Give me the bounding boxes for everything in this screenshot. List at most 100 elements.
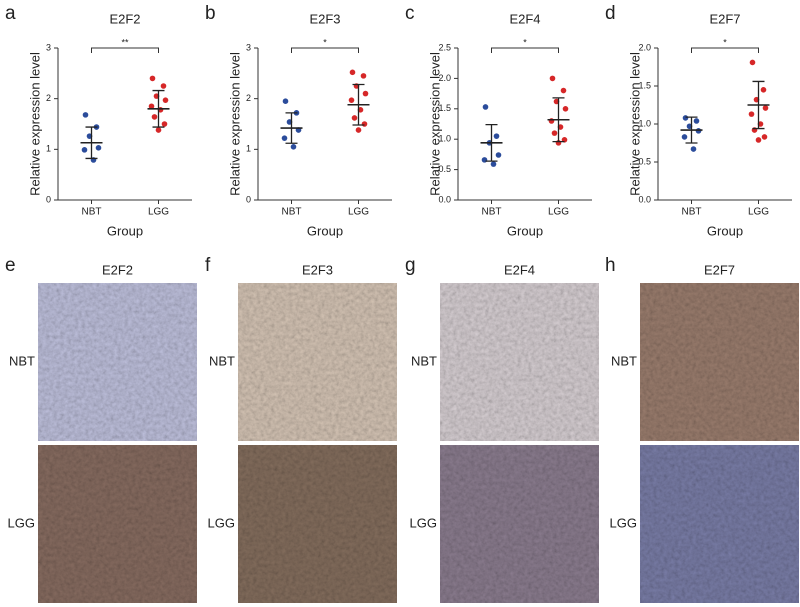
y-tick-label: 1.0 [438,134,451,144]
data-point [155,127,162,133]
data-point [290,144,297,150]
data-point [281,135,288,141]
y-tick-label: 1 [46,144,51,154]
x-axis-label: Group [507,223,543,238]
ihc-texture [440,445,599,603]
data-point [348,97,355,103]
y-axis-label: Relative expression level [427,52,442,196]
panel-letter: a [5,3,16,24]
significance-label: ** [121,37,129,47]
ihc-texture [38,283,197,441]
y-tick-label: 2.0 [638,42,651,52]
y-tick-label: 2 [46,93,51,103]
x-tick-label: NBT [482,207,502,218]
panel-title: E2F3 [302,262,333,277]
data-point [490,161,497,167]
data-point [162,97,169,103]
significance-label: * [523,37,527,47]
row-label: LGG [410,515,437,530]
data-point [282,98,289,104]
row-label: NBT [9,353,35,368]
y-tick-label: 0 [46,194,51,204]
data-point [690,146,697,152]
y-tick-label: 2.0 [438,73,451,83]
row-label: LGG [8,515,35,530]
data-point [549,75,556,82]
data-point [95,145,102,151]
y-tick-label: 0 [246,194,251,204]
y-tick-label: 1.5 [438,103,451,113]
y-tick-label: 1 [246,144,251,154]
data-point [761,134,768,140]
panel-title: E2F2 [102,262,133,277]
data-point [482,104,489,110]
y-tick-label: 1.5 [638,80,651,90]
data-point [349,69,356,76]
data-point [355,127,362,133]
significance-label: * [323,37,327,47]
panel-title: E2F7 [704,262,735,277]
chart-title: E2F4 [509,11,540,26]
significance-bracket [291,47,359,53]
data-point [681,134,688,140]
x-tick-label: LGG [548,207,569,218]
y-axis-label: Relative expression level [627,52,642,196]
ihc-texture [38,445,197,603]
y-tick-label: 2.5 [438,42,451,52]
data-point [362,90,369,97]
significance-label: * [723,37,727,47]
data-point [755,137,762,143]
panel-letter: f [205,255,211,276]
significance-bracket [691,47,759,53]
y-tick-label: 0.0 [438,194,451,204]
data-point [361,121,368,127]
data-point [551,130,558,136]
panel-letter: c [405,3,415,24]
y-tick-label: 3 [246,42,251,52]
data-point [81,147,88,153]
x-axis-label: Group [307,223,343,238]
data-point [562,106,569,112]
row-label: LGG [208,515,235,530]
y-tick-label: 0.5 [438,164,451,174]
row-label: NBT [209,353,235,368]
data-point [495,152,502,158]
row-label: NBT [611,353,637,368]
data-point [560,87,567,94]
x-tick-label: NBT [682,207,702,218]
x-tick-label: NBT [282,207,302,218]
panel-letter: b [205,3,216,24]
panel-title: E2F4 [504,262,535,277]
y-tick-label: 0.0 [638,194,651,204]
y-axis-label: Relative expression level [227,52,242,196]
ihc-texture [440,283,599,441]
panel-letter: h [605,255,616,276]
x-tick-label: LGG [348,207,369,218]
row-label: LGG [610,515,637,530]
y-tick-label: 0.5 [638,156,651,166]
data-point [762,105,769,111]
ihc-texture [640,445,799,603]
data-point [748,111,755,117]
y-tick-label: 2 [246,93,251,103]
data-point [682,115,689,121]
chart-title: E2F2 [109,11,140,26]
data-point [360,73,367,79]
x-tick-label: LGG [148,207,169,218]
panel-letter: d [605,3,616,24]
data-point [760,87,767,93]
data-point [82,112,89,118]
chart-title: E2F7 [709,11,740,26]
significance-bracket [491,47,559,53]
data-point [151,114,158,120]
data-point [749,59,756,66]
y-tick-label: 1.0 [638,118,651,128]
y-tick-label: 3 [46,42,51,52]
x-tick-label: LGG [748,207,769,218]
row-label: NBT [411,353,437,368]
ihc-texture [238,445,397,603]
data-point [481,157,488,163]
x-tick-label: NBT [82,207,102,218]
panel-letter: e [5,255,16,276]
data-point [161,121,168,127]
